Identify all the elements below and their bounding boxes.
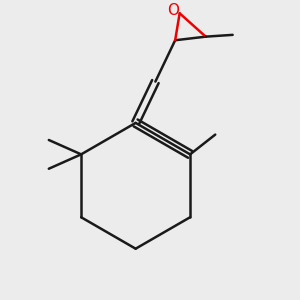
Text: O: O	[167, 3, 179, 18]
